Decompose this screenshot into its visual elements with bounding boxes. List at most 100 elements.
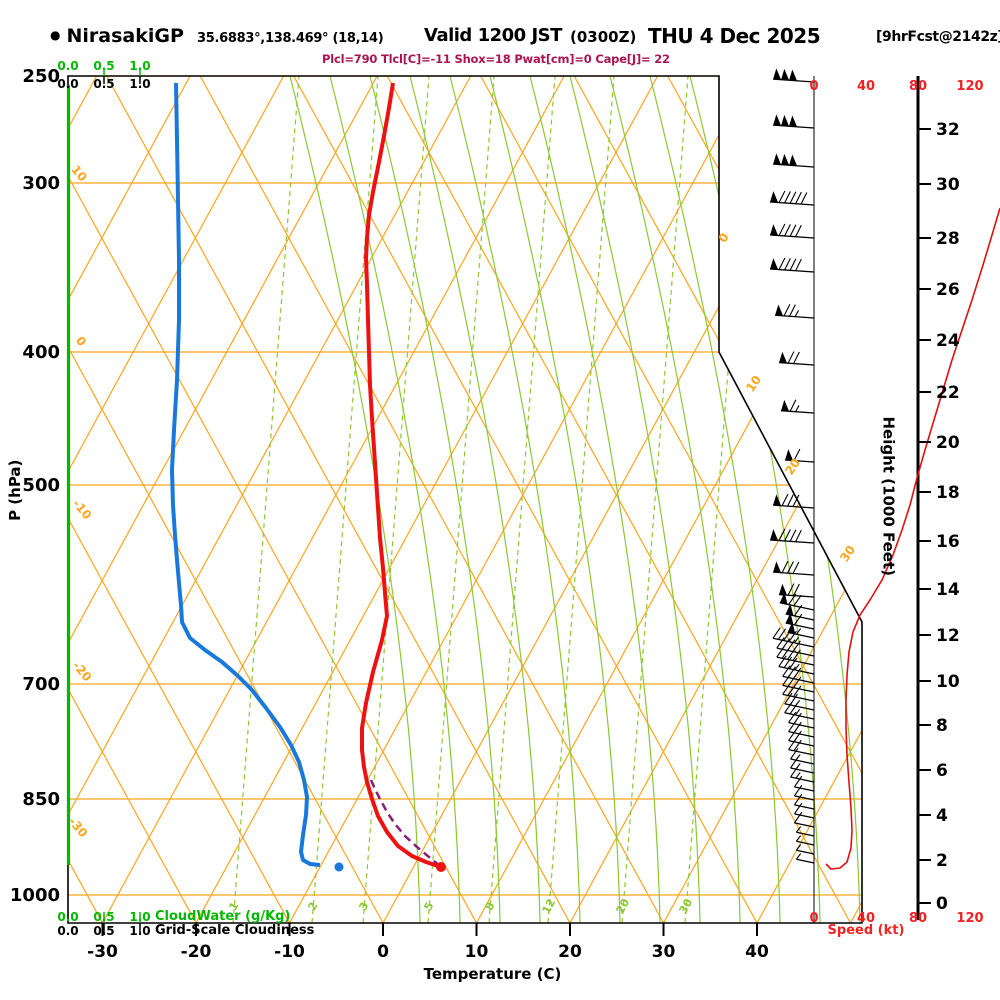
wind-barb (790, 765, 815, 783)
wind-barb (770, 528, 815, 544)
svg-text:120: 120 (956, 911, 983, 926)
dry-adiabat-line (199, 76, 665, 923)
isotherm-line (101, 76, 565, 923)
svg-text:30: 30 (652, 942, 676, 962)
isotherm-line (68, 76, 191, 923)
zulu-time-label: (0300Z) (570, 28, 637, 46)
temperature-curve (360, 82, 439, 868)
isotherm-line (68, 76, 285, 923)
wind-speed-profile (825, 207, 1000, 870)
svg-text:0: 0 (716, 230, 732, 245)
svg-text:8: 8 (936, 716, 948, 736)
svg-text:30: 30 (936, 175, 960, 195)
speed-axis-title: Speed (kt) (827, 923, 905, 938)
svg-text:0: 0 (809, 79, 818, 94)
svg-text:10: 10 (465, 942, 489, 962)
station-marker-icon: ● (50, 28, 61, 42)
svg-text:22: 22 (936, 383, 960, 403)
moist-adiabat-line (329, 76, 461, 923)
wind-barb (779, 351, 815, 366)
wind-barb (788, 738, 815, 756)
svg-text:500: 500 (22, 475, 60, 496)
wind-barb (773, 153, 815, 168)
svg-text:28: 28 (936, 229, 960, 249)
wind-barb (793, 811, 815, 828)
isotherm-line (756, 76, 862, 923)
svg-text:20: 20 (936, 433, 960, 453)
wind-barbs (770, 68, 815, 864)
svg-text:0.0: 0.0 (57, 910, 78, 924)
svg-text:0.0: 0.0 (57, 59, 78, 73)
wind-barb (770, 190, 815, 206)
wind-barb (781, 399, 815, 414)
mixing-ratio-line (547, 76, 615, 923)
wind-barb (785, 448, 815, 463)
svg-text:6: 6 (936, 761, 948, 781)
svg-text:850: 850 (22, 789, 60, 810)
svg-text:700: 700 (22, 674, 60, 695)
svg-text:10: 10 (743, 373, 764, 395)
svg-text:0: 0 (73, 334, 89, 349)
mixing-ratio-line (427, 76, 495, 923)
surface-dewpoint-dot (334, 862, 344, 872)
wind-barb (775, 304, 815, 319)
wind-barb (778, 655, 815, 675)
svg-text:2: 2 (305, 900, 320, 913)
cloudiness-axis-title: Grid-Scale Cloudiness (155, 923, 315, 938)
dry-adiabat-line (854, 76, 862, 923)
wind-barb (773, 114, 815, 129)
moist-adiabat-line (849, 76, 862, 923)
moist-adiabat-line (369, 76, 501, 923)
svg-text:-30: -30 (87, 942, 118, 962)
wind-barb (785, 612, 815, 630)
dry-adiabat-line (480, 76, 862, 923)
svg-text:5: 5 (421, 900, 436, 913)
wind-barb (770, 223, 815, 239)
svg-text:26: 26 (936, 280, 960, 300)
svg-text:12: 12 (936, 626, 960, 646)
svg-text:0.5: 0.5 (93, 59, 114, 73)
svg-text:2: 2 (936, 851, 948, 871)
dry-adiabat-line (293, 76, 758, 923)
svg-text:40: 40 (857, 79, 875, 94)
parcel-path-curve (369, 779, 441, 867)
wind-barb (793, 784, 815, 801)
wind-barb (793, 802, 815, 819)
svg-text:0: 0 (377, 942, 389, 962)
svg-text:1000: 1000 (10, 885, 60, 906)
moist-adiabat-line (609, 76, 741, 923)
mixing-ratio-line (488, 76, 556, 923)
svg-text:40: 40 (745, 942, 769, 962)
dry-adiabat-line (68, 76, 197, 923)
isotherm-line (68, 76, 378, 923)
svg-text:0.0: 0.0 (57, 77, 78, 91)
svg-text:8: 8 (482, 900, 497, 913)
wind-barb (782, 683, 815, 702)
isotherm-line (475, 76, 862, 923)
svg-text:250: 250 (22, 66, 60, 87)
moist-adiabat-line (409, 76, 541, 923)
mixing-ratio-line (684, 76, 752, 923)
isotherm-line (662, 76, 862, 923)
valid-time-label: Valid 1200 JST (424, 25, 562, 46)
stability-indices-label: Plcl=790 Tlcl[C]=-11 Shox=18 Pwat[cm]=0 … (322, 52, 670, 66)
svg-text:0: 0 (809, 911, 818, 926)
svg-text:10: 10 (68, 163, 89, 185)
svg-text:30: 30 (837, 543, 858, 565)
svg-text:30: 30 (677, 896, 696, 916)
svg-text:40: 40 (857, 911, 875, 926)
station-coordinates: 35.6883°,138.469° (18,14) (197, 31, 384, 46)
svg-text:0.0: 0.0 (57, 924, 78, 938)
mixing-ratio-line (621, 76, 689, 923)
wind-barb (793, 793, 815, 810)
svg-text:-10: -10 (70, 497, 95, 523)
wind-barb (793, 775, 815, 792)
moist-adiabat-line (529, 76, 661, 923)
svg-text:14: 14 (936, 580, 960, 600)
mixing-ratio-line (232, 76, 300, 923)
wind-barb (787, 622, 815, 639)
wind-barb (773, 560, 815, 576)
wind-barb (795, 853, 815, 864)
